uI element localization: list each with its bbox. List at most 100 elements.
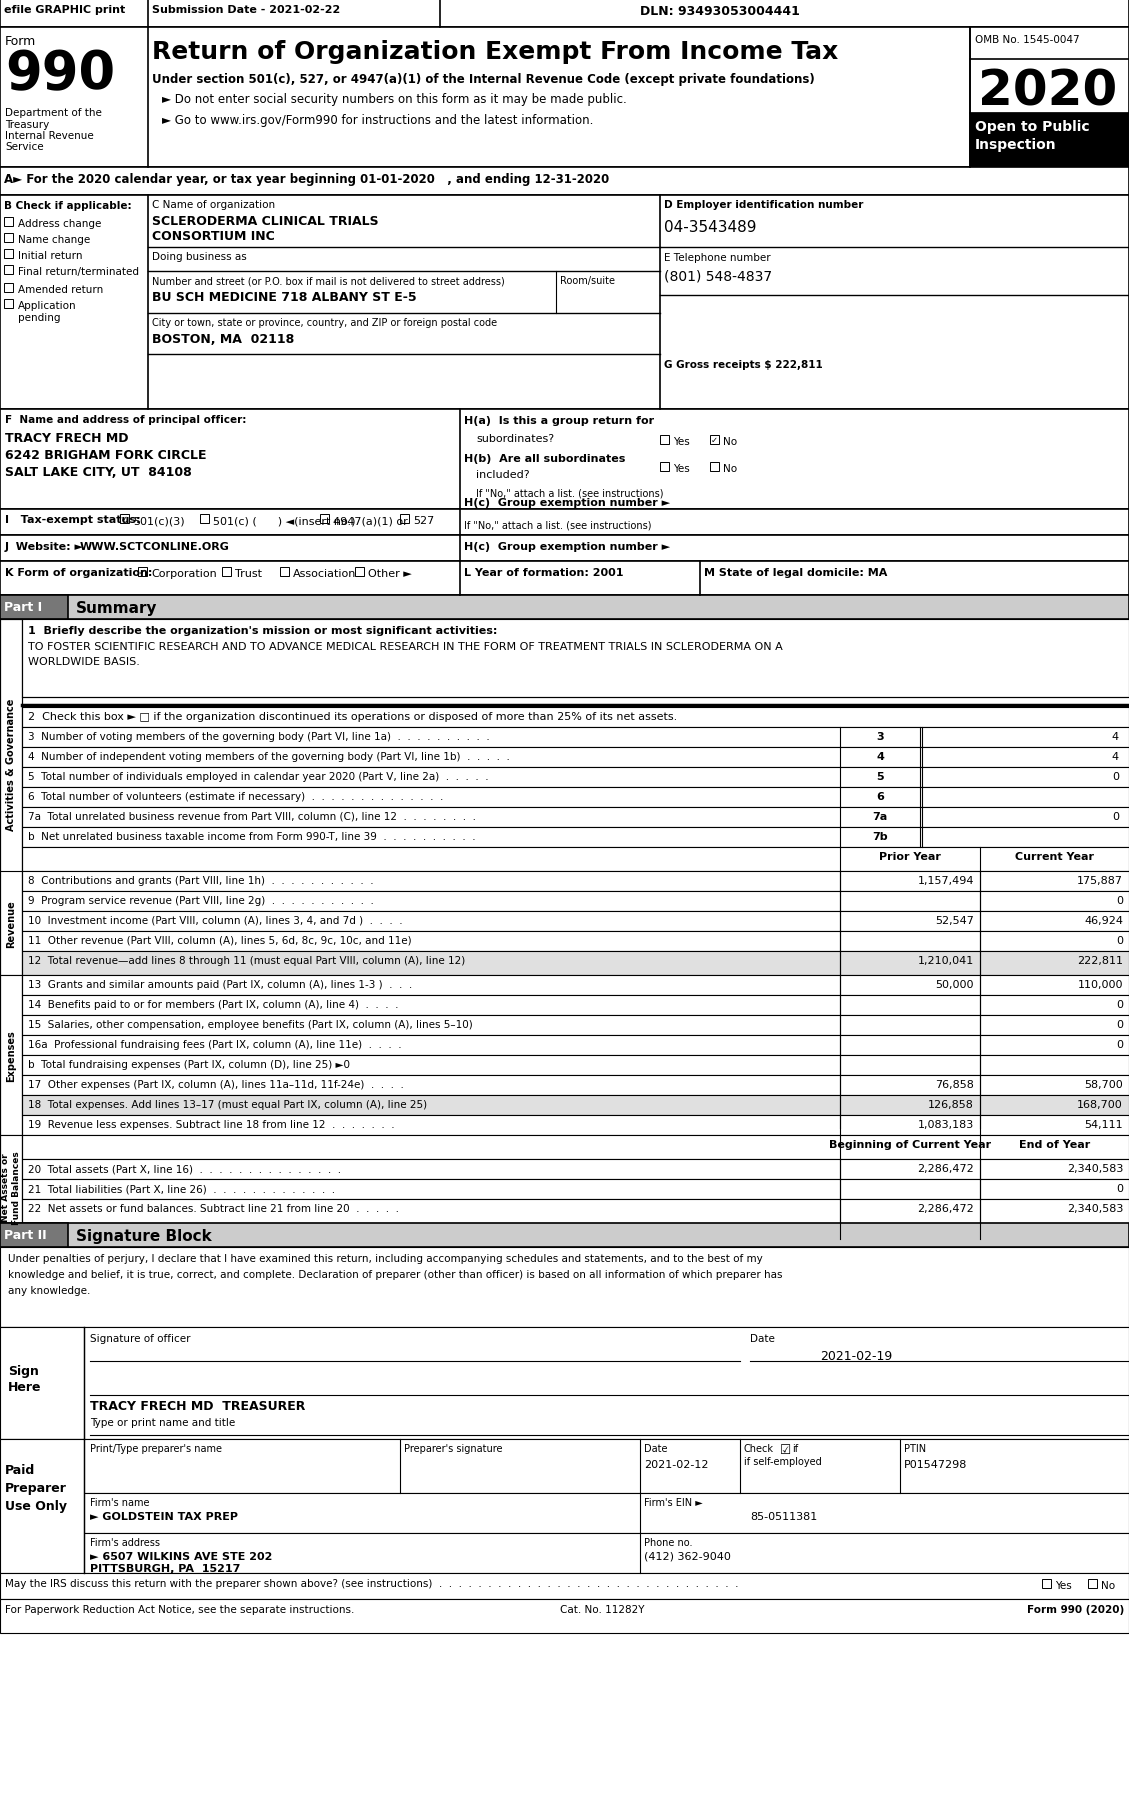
Text: Beginning of Current Year: Beginning of Current Year [829, 1140, 991, 1149]
Bar [21, 728, 1129, 748]
Bar [0, 620, 21, 1223]
Text: Type or print name and title: Type or print name and title [90, 1417, 235, 1428]
Text: 501(c)(3): 501(c)(3) [133, 515, 185, 526]
Text: Association: Association [294, 569, 357, 578]
Text: Number and street (or P.O. box if mail is not delivered to street address): Number and street (or P.O. box if mail i… [152, 276, 505, 286]
Text: B Check if applicable:: B Check if applicable: [5, 201, 132, 211]
Text: Name change: Name change [18, 235, 90, 246]
Text: C Name of organization: C Name of organization [152, 201, 275, 210]
Text: Check: Check [744, 1444, 774, 1453]
Text: 13  Grants and similar amounts paid (Part IX, column (A), lines 1-3 )  .  .  .: 13 Grants and similar amounts paid (Part… [28, 979, 412, 990]
Text: CONSORTIUM INC: CONSORTIUM INC [152, 229, 274, 242]
Text: End of Year: End of Year [1018, 1140, 1091, 1149]
Bar [21, 748, 1129, 768]
Bar [21, 1135, 1129, 1160]
Bar [21, 768, 1129, 788]
Text: H(c)  Group exemption number ►: H(c) Group exemption number ► [464, 542, 671, 551]
Bar [120, 515, 129, 524]
Bar [21, 1115, 1129, 1135]
Text: H(c)  Group exemption number ►: H(c) Group exemption number ► [464, 497, 671, 508]
Text: 16a  Professional fundraising fees (Part IX, column (A), line 11e)  .  .  .  .: 16a Professional fundraising fees (Part … [28, 1039, 402, 1050]
Bar [355, 567, 364, 576]
Text: WWW.SCTCONLINE.ORG: WWW.SCTCONLINE.ORG [80, 542, 230, 551]
Text: Paid: Paid [5, 1464, 35, 1476]
Text: City or town, state or province, country, and ZIP or foreign postal code: City or town, state or province, country… [152, 318, 497, 327]
Text: b  Total fundraising expenses (Part IX, column (D), line 25) ►0: b Total fundraising expenses (Part IX, c… [28, 1059, 350, 1070]
Text: 15  Salaries, other compensation, employee benefits (Part IX, column (A), lines : 15 Salaries, other compensation, employe… [28, 1019, 473, 1030]
Bar [710, 435, 719, 445]
Text: 4: 4 [1112, 752, 1119, 761]
Text: 46,924: 46,924 [1084, 916, 1123, 925]
Bar [0, 510, 1129, 535]
Bar [0, 1135, 21, 1240]
Text: Address change: Address change [18, 219, 102, 229]
Bar [21, 1095, 1129, 1115]
Bar [21, 828, 1129, 847]
Text: No: No [1101, 1579, 1115, 1590]
Bar [21, 976, 1129, 996]
Bar [5, 266, 14, 275]
Text: Yes: Yes [673, 464, 690, 473]
Text: 2  Check this box ► □ if the organization discontinued its operations or dispose: 2 Check this box ► □ if the organization… [28, 712, 677, 721]
Bar [21, 1075, 1129, 1095]
Text: 2,340,583: 2,340,583 [1067, 1203, 1123, 1212]
Text: Form 990 (2020): Form 990 (2020) [1026, 1605, 1124, 1614]
Text: 0: 0 [1115, 1184, 1123, 1193]
Text: Part II: Part II [5, 1229, 46, 1241]
Bar [0, 871, 21, 976]
Text: 0: 0 [1112, 811, 1119, 822]
Bar [21, 931, 1129, 952]
Text: 2021-02-12: 2021-02-12 [644, 1460, 709, 1469]
Bar [660, 463, 669, 472]
Bar [0, 1223, 1129, 1247]
Bar [21, 871, 1129, 891]
Text: SALT LAKE CITY, UT  84108: SALT LAKE CITY, UT 84108 [5, 466, 192, 479]
Text: (412) 362-9040: (412) 362-9040 [644, 1550, 730, 1561]
Text: OMB No. 1545-0047: OMB No. 1545-0047 [975, 34, 1079, 45]
Text: Final return/terminated: Final return/terminated [18, 267, 139, 276]
Text: Sign: Sign [8, 1364, 38, 1377]
Text: 3  Number of voting members of the governing body (Part VI, line 1a)  .  .  .  .: 3 Number of voting members of the govern… [28, 732, 490, 741]
Text: 2,340,583: 2,340,583 [1067, 1164, 1123, 1173]
Bar [0, 596, 1129, 620]
Text: Print/Type preparer's name: Print/Type preparer's name [90, 1444, 222, 1453]
Text: 5: 5 [876, 772, 884, 782]
Text: 7a  Total unrelated business revenue from Part VIII, column (C), line 12  .  .  : 7a Total unrelated business revenue from… [28, 811, 476, 822]
Bar [0, 596, 68, 620]
Text: May the IRS discuss this return with the preparer shown above? (see instructions: May the IRS discuss this return with the… [5, 1578, 738, 1588]
Bar [0, 620, 21, 909]
Text: 6: 6 [876, 791, 884, 802]
Text: H(a)  Is this a group return for: H(a) Is this a group return for [464, 416, 654, 426]
Text: ► GOLDSTEIN TAX PREP: ► GOLDSTEIN TAX PREP [90, 1511, 238, 1521]
Text: ► Go to www.irs.gov/Form990 for instructions and the latest information.: ► Go to www.irs.gov/Form990 for instruct… [161, 114, 594, 126]
Text: Trust: Trust [235, 569, 262, 578]
Text: M State of legal domicile: MA: M State of legal domicile: MA [704, 567, 887, 578]
Bar [21, 788, 1129, 808]
Text: 8  Contributions and grants (Part VIII, line 1h)  .  .  .  .  .  .  .  .  .  .  : 8 Contributions and grants (Part VIII, l… [28, 876, 374, 885]
Bar [200, 515, 209, 524]
Bar [0, 1328, 1129, 1438]
Text: Firm's address: Firm's address [90, 1538, 160, 1547]
Bar [280, 567, 289, 576]
Bar [1088, 1579, 1097, 1588]
Text: if self-employed: if self-employed [744, 1456, 822, 1465]
Text: 04-3543489: 04-3543489 [664, 220, 756, 235]
Text: 5  Total number of individuals employed in calendar year 2020 (Part V, line 2a) : 5 Total number of individuals employed i… [28, 772, 489, 782]
Text: 54,111: 54,111 [1084, 1119, 1123, 1129]
Bar [400, 515, 409, 524]
Bar [660, 435, 669, 445]
Text: Submission Date - 2021-02-22: Submission Date - 2021-02-22 [152, 5, 340, 14]
Text: 0: 0 [1115, 896, 1123, 905]
Text: SCLERODERMA CLINICAL TRIALS: SCLERODERMA CLINICAL TRIALS [152, 215, 378, 228]
Text: Department of the: Department of the [5, 108, 102, 117]
Text: D Employer identification number: D Employer identification number [664, 201, 864, 210]
Text: TRACY FRECH MD  TREASURER: TRACY FRECH MD TREASURER [90, 1399, 305, 1413]
Text: F  Name and address of principal officer:: F Name and address of principal officer: [5, 416, 246, 425]
Bar [21, 952, 1129, 976]
Text: Initial return: Initial return [18, 251, 82, 260]
Text: Under penalties of perjury, I declare that I have examined this return, includin: Under penalties of perjury, I declare th… [8, 1254, 763, 1263]
Bar [0, 1493, 1129, 1532]
Bar [5, 300, 14, 309]
Bar [710, 463, 719, 472]
Text: TO FOSTER SCIENTIFIC RESEARCH AND TO ADVANCE MEDICAL RESEARCH IN THE FORM OF TRE: TO FOSTER SCIENTIFIC RESEARCH AND TO ADV… [28, 641, 782, 652]
